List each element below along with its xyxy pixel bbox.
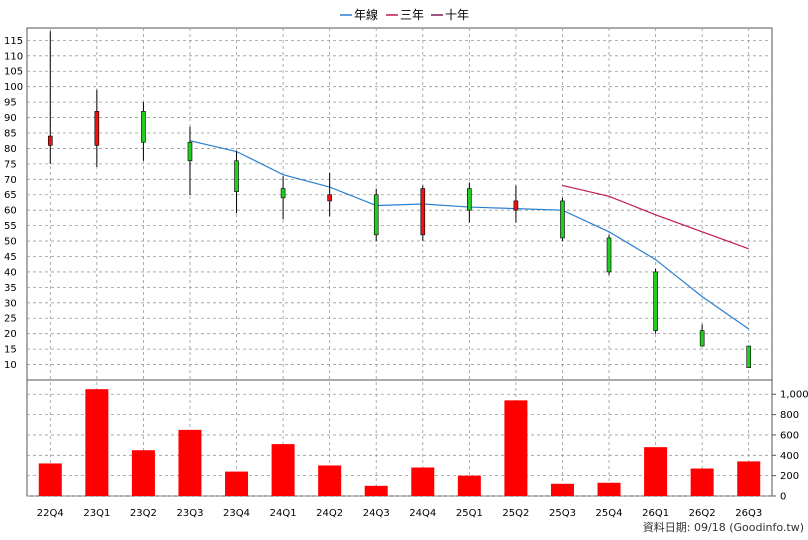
price-tick-label: 70 [4, 175, 17, 186]
candle-body [94, 111, 100, 146]
volume-bar [364, 485, 388, 496]
price-tick-label: 110 [4, 51, 23, 62]
volume-bar [644, 447, 668, 496]
price-tick-label: 80 [4, 144, 17, 155]
candle-body [234, 160, 239, 192]
volume-bar [690, 468, 714, 496]
volume-bar [318, 465, 342, 496]
volume-bar [131, 450, 155, 496]
x-tick-label: 24Q1 [270, 508, 297, 519]
footer-source: 資料日期: 09/18 (Goodinfo.tw) [643, 520, 804, 534]
legend-label-ten: 十年 [445, 8, 469, 22]
volume-bar [411, 467, 435, 496]
x-tick-label: 25Q4 [596, 508, 623, 519]
price-tick-label: 95 [4, 98, 17, 109]
price-tick-label: 20 [4, 329, 17, 340]
price-tick-label: 45 [4, 252, 17, 263]
candle-body [373, 194, 379, 236]
volume-tick-label: 0 [780, 492, 786, 503]
price-tick-label: 85 [4, 128, 17, 139]
x-tick-label: 26Q3 [735, 508, 762, 519]
volume-tick-label: 400 [780, 451, 799, 462]
candle-body [746, 345, 752, 368]
volume-bar [271, 444, 295, 496]
price-tick-label: 75 [4, 159, 17, 170]
price-tick-label: 115 [4, 36, 23, 47]
candle-body [699, 330, 705, 347]
volume-bar [737, 461, 761, 496]
price-tick-label: 10 [4, 360, 17, 371]
candle-body [327, 194, 332, 202]
x-tick-label: 23Q4 [223, 508, 250, 519]
price-tick-label: 35 [4, 283, 17, 294]
candle-body [280, 188, 286, 199]
price-tick-label: 25 [4, 314, 17, 325]
price-tick-label: 100 [4, 82, 23, 93]
volume-tick-label: 600 [780, 430, 799, 441]
price-tick-label: 50 [4, 237, 17, 248]
legend: 年線 三年 十年 [340, 7, 469, 22]
legend-label-year: 年線 [354, 7, 378, 22]
x-tick-label: 23Q2 [130, 508, 157, 519]
candle-body [47, 135, 53, 146]
x-tick-label: 24Q2 [316, 508, 343, 519]
x-tick-label: 25Q2 [502, 508, 529, 519]
price-tick-label: 90 [4, 113, 17, 124]
price-tick-label: 65 [4, 190, 17, 201]
volume-bar [457, 475, 481, 496]
price-tick-label: 40 [4, 267, 17, 278]
price-tick-label: 30 [4, 298, 17, 309]
price-panel-frame [26, 27, 773, 381]
ma-line-1 [562, 184, 749, 250]
grid [27, 28, 772, 497]
volume-axis: 0 200 400 600 800 1,000 [772, 390, 808, 503]
candle-body [141, 111, 146, 143]
volume-bar [225, 471, 249, 496]
x-tick-label: 25Q1 [456, 508, 483, 519]
candle-body [513, 200, 519, 211]
volume-tick-label: 800 [780, 410, 799, 421]
volume-bar [85, 389, 109, 496]
legend-label-three: 三年 [400, 8, 424, 22]
volume-bar [38, 463, 62, 496]
candle-body [187, 141, 193, 162]
price-tick-label: 105 [4, 67, 23, 78]
x-tick-label: 22Q4 [37, 508, 64, 519]
x-tick-label: 26Q2 [689, 508, 716, 519]
volume-bar [597, 482, 621, 496]
x-tick-label: 23Q3 [176, 508, 203, 519]
x-tick-label: 26Q1 [642, 508, 669, 519]
candle-body [467, 188, 472, 211]
volume-bar [178, 429, 202, 496]
candle-body [653, 271, 658, 331]
x-tick-label: 24Q3 [363, 508, 390, 519]
x-tick-label: 23Q1 [83, 508, 110, 519]
x-axis: 22Q4 23Q1 23Q2 23Q3 23Q4 24Q1 24Q2 24Q3 24Q4 25Q1… [37, 508, 762, 519]
price-tick-label: 55 [4, 221, 17, 232]
volume-tick-label: 200 [780, 471, 799, 482]
candlesticks [47, 31, 752, 368]
x-tick-label: 24Q4 [409, 508, 436, 519]
price-axis: 10 15 20 25 30 35 40 45 50 55 60 65 70 75 80 85 90 95 100 1… [4, 36, 23, 371]
volume-bar [550, 483, 574, 496]
candle-body [606, 237, 612, 273]
volume-bar [504, 400, 528, 496]
x-tick-label: 25Q3 [549, 508, 576, 519]
candle-body [420, 188, 426, 236]
candle-body [560, 200, 565, 239]
volume-bars [38, 389, 761, 496]
price-tick-label: 15 [4, 345, 17, 356]
volume-tick-label: 1,000 [780, 390, 808, 401]
price-tick-label: 60 [4, 206, 17, 217]
